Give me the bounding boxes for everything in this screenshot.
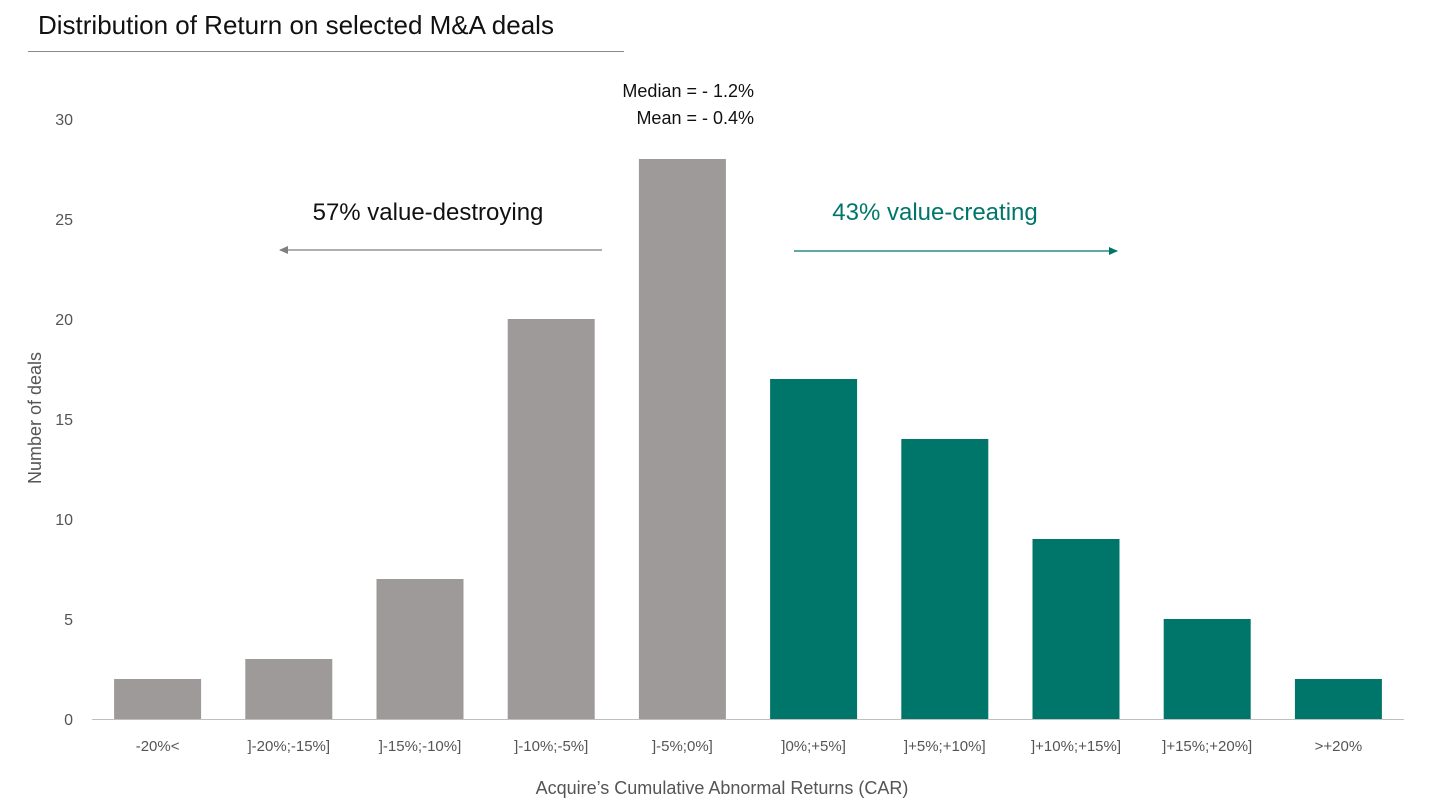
x-tick-label: ]-10%;-5%] xyxy=(514,738,588,755)
y-tick-label: 20 xyxy=(55,312,73,329)
y-tick-label: 15 xyxy=(55,412,73,429)
bar-5 xyxy=(638,159,726,719)
x-tick-label: ]-20%;-15%] xyxy=(248,738,331,755)
x-tick-label: ]-5%;0%] xyxy=(652,738,713,755)
value-creating-label: 43% value-creating xyxy=(832,199,1037,226)
x-tick-label: ]+5%;+10%] xyxy=(904,738,986,755)
median-annotation: Median = - 1.2% xyxy=(622,81,754,101)
title-underline xyxy=(28,51,624,52)
x-tick-label: ]-15%;-10%] xyxy=(379,738,462,755)
bar-10 xyxy=(1294,679,1382,719)
bar-3 xyxy=(376,579,464,719)
mean-annotation: Mean = - 0.4% xyxy=(636,108,754,128)
x-tick-label: -20%< xyxy=(136,738,180,755)
y-tick-label: 5 xyxy=(64,612,73,629)
x-tick-label: >+20% xyxy=(1315,738,1363,755)
bar-9 xyxy=(1163,619,1251,719)
bar-7 xyxy=(901,439,989,719)
chart-title: Distribution of Return on selected M&A d… xyxy=(38,10,554,40)
value-destroying-label: 57% value-destroying xyxy=(313,199,544,226)
x-tick-label: ]0%;+5%] xyxy=(781,738,846,755)
y-tick-label: 30 xyxy=(55,112,73,129)
x-tick-label: ]+10%;+15%] xyxy=(1031,738,1121,755)
x-tick-label: ]+15%;+20%] xyxy=(1162,738,1252,755)
y-tick-label: 25 xyxy=(55,212,73,229)
x-axis-title: Acquire’s Cumulative Abnormal Returns (C… xyxy=(536,778,909,798)
bar-2 xyxy=(245,659,333,719)
y-tick-label: 10 xyxy=(55,512,73,529)
bar-6 xyxy=(770,379,858,719)
y-tick-label: 0 xyxy=(64,712,73,729)
bar-4 xyxy=(507,319,595,719)
bar-8 xyxy=(1032,539,1120,719)
bar-1 xyxy=(114,679,202,719)
y-axis-title: Number of deals xyxy=(25,352,45,484)
